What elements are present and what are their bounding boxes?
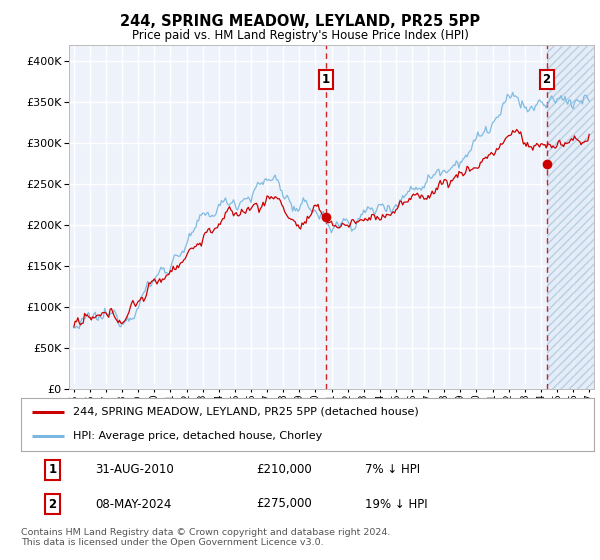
Text: 08-MAY-2024: 08-MAY-2024 [95, 497, 172, 511]
Text: Contains HM Land Registry data © Crown copyright and database right 2024.
This d: Contains HM Land Registry data © Crown c… [21, 528, 391, 547]
Text: Price paid vs. HM Land Registry's House Price Index (HPI): Price paid vs. HM Land Registry's House … [131, 29, 469, 42]
Text: HPI: Average price, detached house, Chorley: HPI: Average price, detached house, Chor… [73, 431, 322, 441]
Text: £275,000: £275,000 [256, 497, 311, 511]
Text: £210,000: £210,000 [256, 463, 311, 476]
Bar [547, 45, 594, 389]
Text: 19% ↓ HPI: 19% ↓ HPI [365, 497, 427, 511]
Text: 31-AUG-2010: 31-AUG-2010 [95, 463, 174, 476]
Text: 244, SPRING MEADOW, LEYLAND, PR25 5PP (detached house): 244, SPRING MEADOW, LEYLAND, PR25 5PP (d… [73, 407, 418, 417]
Text: 7% ↓ HPI: 7% ↓ HPI [365, 463, 420, 476]
Text: 2: 2 [542, 73, 551, 86]
Text: 2: 2 [49, 497, 56, 511]
Text: 1: 1 [322, 73, 330, 86]
Text: 1: 1 [49, 463, 56, 476]
Text: 244, SPRING MEADOW, LEYLAND, PR25 5PP: 244, SPRING MEADOW, LEYLAND, PR25 5PP [120, 14, 480, 29]
